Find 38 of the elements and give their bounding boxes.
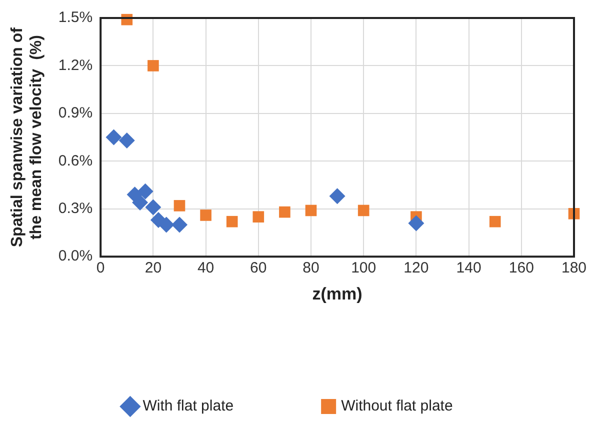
point: [174, 200, 186, 212]
point: [171, 216, 188, 233]
point: [358, 204, 370, 216]
y-tick-label: 0.0%: [58, 248, 93, 265]
x-tick-label: 20: [144, 260, 162, 277]
y-tick-label: 0.3%: [58, 200, 93, 218]
point: [329, 188, 346, 204]
x-tick-label: 160: [508, 260, 534, 277]
point: [132, 194, 148, 211]
point: [148, 60, 159, 72]
point: [305, 204, 317, 216]
y-tick-label: 0.6%: [58, 152, 93, 170]
x-tick-label: 40: [197, 260, 214, 277]
point: [226, 216, 238, 228]
x-axis-title: z(mm): [312, 284, 362, 304]
x-tick-label: 100: [351, 260, 376, 277]
point: [118, 132, 135, 148]
x-tick-label: 180: [561, 260, 587, 277]
x-tick-label: 140: [456, 260, 482, 277]
y-axis-title: Spatial spanwise variation of the mean flow velocity (%): [9, 26, 46, 248]
point: [408, 215, 424, 232]
y-tick-label: 1.5%: [58, 9, 93, 26]
x-tick-label: 120: [404, 260, 429, 277]
point: [252, 211, 264, 222]
y-tick-label: 0.9%: [58, 104, 93, 122]
point: [145, 199, 162, 216]
point: [489, 216, 501, 228]
point: [137, 183, 154, 200]
y-tick-label: 1.2%: [58, 56, 93, 74]
point: [200, 210, 212, 221]
x-tick-label: 60: [250, 260, 267, 277]
point: [158, 216, 174, 233]
legend-label: With flat plate: [142, 398, 234, 415]
point: [106, 129, 122, 146]
x-tick-label: 0: [96, 260, 105, 277]
point: [279, 206, 290, 218]
x-tick-label: 80: [302, 260, 320, 277]
legend-label: Without flat plate: [341, 398, 453, 415]
